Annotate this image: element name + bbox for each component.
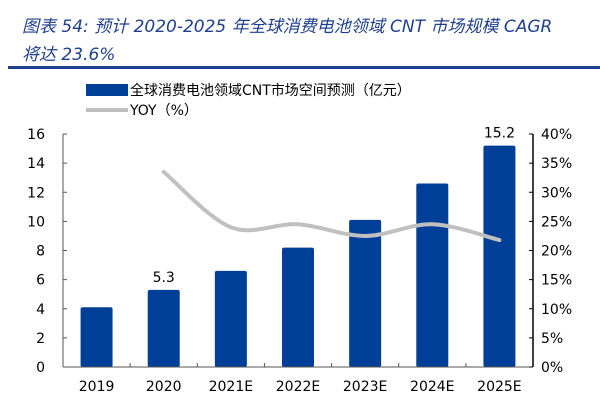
- data-label-2020: 5.3: [153, 270, 175, 286]
- bar-2024E: [416, 183, 449, 367]
- chart-title: 图表 54: 预计 2020-2025 年全球消费电池领域 CNT 市场规模 C…: [22, 17, 553, 37]
- legend-item-bar: 全球消费电池领域CNT市场空间预测（亿元）: [86, 80, 411, 100]
- x-tick-label: 2023E: [343, 379, 387, 395]
- yoy-line: [161, 169, 502, 243]
- y-tick-label-left: 14: [27, 156, 45, 172]
- x-tick-label: 2020: [146, 379, 182, 395]
- x-tick-label: 2021E: [209, 379, 253, 395]
- bar-2020: [147, 289, 180, 367]
- legend-label: 全球消费电池领域CNT市场空间预测（亿元）: [130, 83, 411, 99]
- bar-2023E: [349, 219, 382, 367]
- bar-2019: [80, 307, 113, 367]
- y-tick-label-right: 35%: [541, 156, 572, 172]
- y-tick-label-right: 15%: [541, 273, 572, 289]
- y-tick-label-left: 0: [36, 360, 45, 376]
- title-divider: [8, 66, 600, 69]
- y-tick-label-left: 8: [36, 244, 45, 260]
- x-tick-label: 2025E: [477, 379, 521, 395]
- y-tick-label-left: 4: [36, 302, 45, 318]
- legend-swatch-bar: [86, 84, 128, 96]
- chart-title-line2: 将达 23.6%: [22, 45, 116, 65]
- x-tick-label: 2022E: [276, 379, 320, 395]
- x-tick-label: 2024E: [410, 379, 454, 395]
- y-tick-label-right: 30%: [541, 185, 572, 201]
- y-tick-label-right: 10%: [541, 302, 572, 318]
- y-tick-label-left: 2: [36, 331, 45, 347]
- y-tick-label-right: 0%: [541, 360, 563, 376]
- y-tick-label-left: 12: [27, 185, 45, 201]
- y-tick-label-left: 10: [27, 214, 45, 230]
- y-tick-label-right: 25%: [541, 214, 572, 230]
- data-label-2025E: 15.2: [484, 126, 515, 142]
- legend-swatch-line: [86, 108, 128, 112]
- bar-2022E: [282, 247, 314, 367]
- y-tick-label-right: 40%: [541, 127, 572, 143]
- y-tick-label-right: 5%: [541, 331, 563, 347]
- legend-label: YOY（%）: [130, 103, 198, 119]
- y-tick-label-left: 6: [36, 273, 45, 289]
- y-tick-label-right: 20%: [541, 244, 572, 260]
- bar-2025E: [483, 145, 516, 367]
- y-tick-label-left: 16: [27, 127, 45, 143]
- x-tick-label: 2019: [79, 379, 115, 395]
- legend-item-line: YOY（%）: [86, 100, 198, 120]
- bar-2021E: [214, 270, 247, 367]
